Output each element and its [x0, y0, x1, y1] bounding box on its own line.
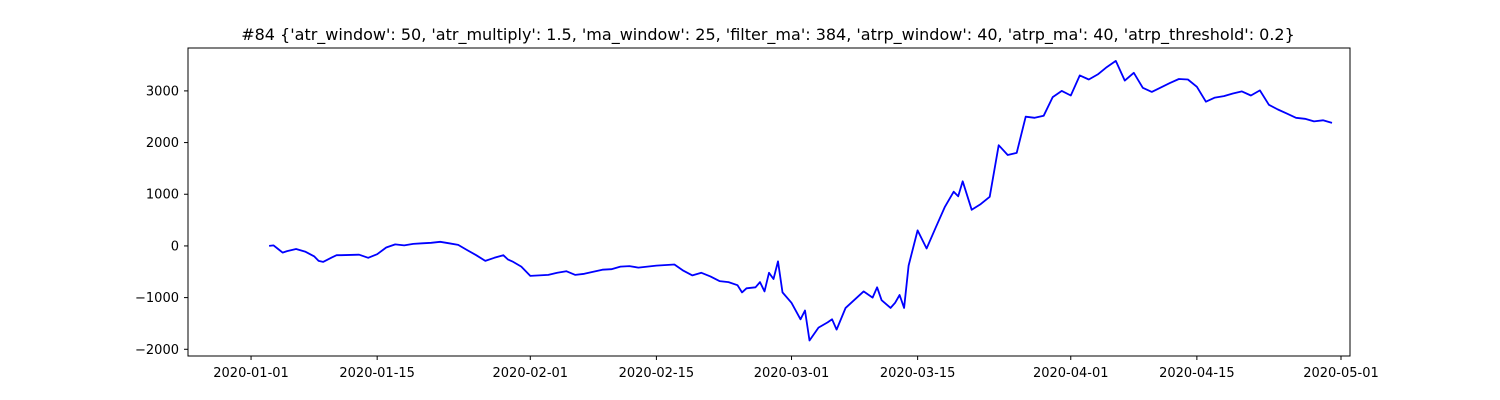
y-tick-label: −2000	[135, 343, 179, 358]
x-tick-label: 2020-02-15	[619, 366, 695, 381]
x-tick-label: 2020-05-01	[1303, 366, 1379, 381]
y-tick-label: 3000	[146, 84, 179, 99]
x-tick-label: 2020-01-15	[339, 366, 415, 381]
y-tick-label: 1000	[146, 188, 179, 203]
x-tick-label: 2020-03-15	[880, 366, 956, 381]
chart-title: #84 {'atr_window': 50, 'atr_multiply': 1…	[241, 25, 1295, 45]
x-tick-label: 2020-03-01	[754, 366, 830, 381]
plot-frame	[187, 47, 1351, 357]
x-tick-label: 2020-01-01	[213, 366, 289, 381]
y-tick-label: 2000	[146, 136, 179, 151]
y-tick-label: −1000	[135, 291, 179, 306]
x-tick-label: 2020-04-01	[1033, 366, 1109, 381]
data-line-layer	[269, 60, 1333, 342]
series-line-0	[269, 60, 1333, 342]
x-tick-label: 2020-02-01	[493, 366, 569, 381]
axes: 2020-01-01 2020-01-15 2020-02-01 2020-02-15…	[135, 84, 1379, 381]
y-tick-label: 0	[171, 239, 179, 254]
x-tick-label: 2020-04-15	[1159, 366, 1235, 381]
